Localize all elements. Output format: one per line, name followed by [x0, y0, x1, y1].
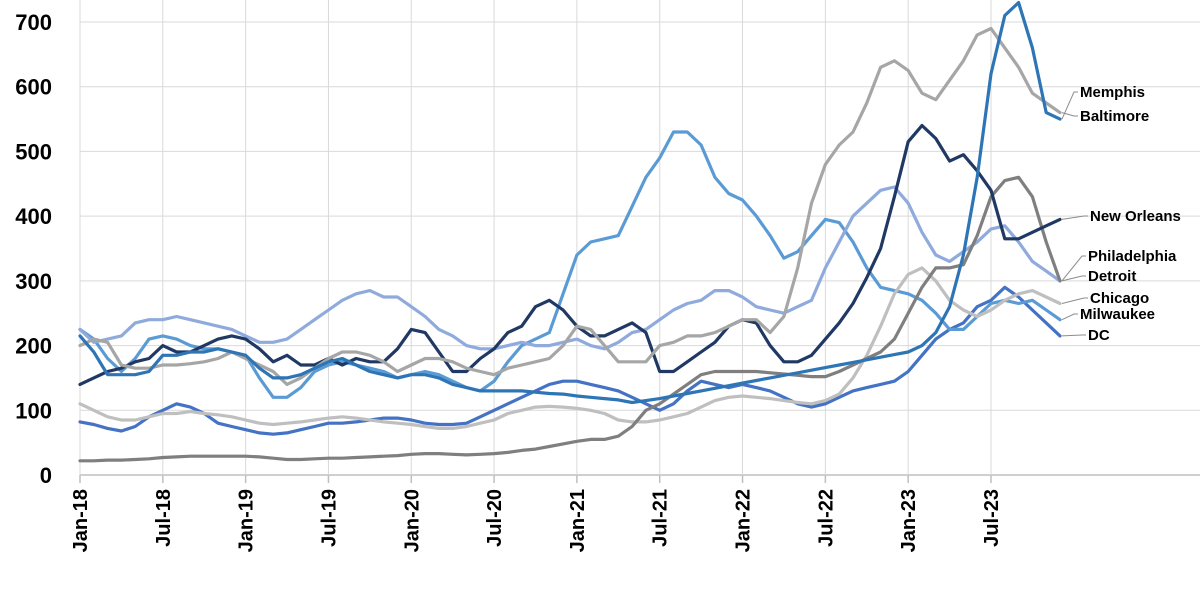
x-tick-label: Jan-18 [70, 489, 92, 552]
leader-line-philadelphia [1061, 255, 1086, 282]
x-axis-ticks: Jan-18 Jul-18 Jan-19 Jul-19 Jan-20 Jul-20 Jan-… [70, 489, 1003, 552]
y-tick-label: 300 [15, 269, 52, 294]
y-tick-label: 600 [15, 75, 52, 100]
x-tick-label: Jul-18 [153, 489, 175, 547]
series-label-baltimore: Baltimore [1080, 108, 1149, 125]
series-label-chicago: Chicago [1090, 290, 1149, 307]
y-tick-label: 100 [15, 398, 52, 423]
series-layer [78, 0, 1062, 463]
series-line-baltimore [78, 26, 1062, 386]
x-tick-label: Jan-23 [898, 489, 920, 552]
y-tick-label: 700 [15, 10, 52, 35]
grid-layer [79, 0, 1200, 483]
leader-line-dc [1061, 334, 1086, 337]
x-tick-label: Jul-20 [484, 489, 506, 547]
leader-line-detroit [1061, 275, 1086, 282]
leader-line-baltimore [1061, 112, 1078, 117]
series-labels: Memphis Baltimore New Orleans Philadelphia D… [1061, 84, 1181, 344]
y-tick-label: 400 [15, 204, 52, 229]
leader-line-milwaukee [1061, 313, 1078, 321]
series-label-milwaukee: Milwaukee [1080, 306, 1155, 323]
x-tick-label: Jan-22 [733, 489, 755, 552]
series-line-philadelphia [78, 175, 1062, 463]
series-label-new-orleans: New Orleans [1090, 208, 1181, 225]
series-label-philadelphia: Philadelphia [1088, 248, 1177, 265]
x-tick-label: Jan-20 [401, 489, 423, 552]
leader-line-chicago [1061, 297, 1088, 304]
series-label-memphis: Memphis [1080, 84, 1145, 101]
series-line-milwaukee [78, 130, 1062, 399]
series-line-dc [78, 285, 1062, 436]
series-label-dc: DC [1088, 327, 1110, 344]
series-line-memphis [78, 0, 1062, 405]
y-tick-label: 500 [15, 139, 52, 164]
series-label-detroit: Detroit [1088, 268, 1136, 285]
leader-line-memphis [1061, 91, 1078, 120]
x-tick-label: Jul-21 [650, 489, 672, 547]
y-tick-label: 200 [15, 334, 52, 359]
series-line-new-orleans [78, 123, 1062, 386]
x-tick-label: Jan-19 [236, 489, 258, 552]
y-axis-ticks: 0 100 200 300 400 500 600 700 [15, 10, 52, 488]
x-tick-label: Jul-22 [815, 489, 837, 547]
x-tick-label: Jul-19 [318, 489, 340, 547]
leader-line-new-orleans [1061, 215, 1088, 220]
y-tick-label: 0 [40, 463, 52, 488]
series-line-chicago [78, 266, 1062, 430]
x-tick-label: Jan-21 [567, 489, 589, 552]
series-line-detroit [78, 185, 1062, 351]
x-tick-label: Jul-23 [981, 489, 1003, 547]
